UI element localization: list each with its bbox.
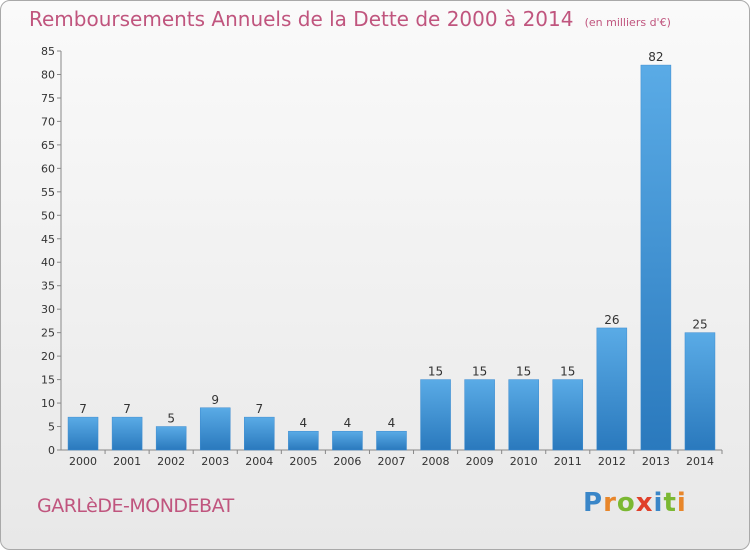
bar xyxy=(199,407,231,451)
logo-letter: i xyxy=(653,488,664,518)
bar-value-label: 4 xyxy=(344,416,352,430)
y-tick-label: 45 xyxy=(41,233,55,246)
y-tick-label: 10 xyxy=(41,397,55,410)
bar-value-label: 9 xyxy=(211,393,219,407)
bar xyxy=(596,327,628,451)
y-tick-label: 20 xyxy=(41,350,55,363)
y-tick-label: 50 xyxy=(41,209,55,222)
x-tick-label: 2004 xyxy=(245,455,273,468)
bar-value-label: 15 xyxy=(516,365,531,379)
x-tick-label: 2009 xyxy=(466,455,494,468)
x-tick-label: 2012 xyxy=(598,455,626,468)
y-tick-label: 35 xyxy=(41,280,55,293)
title-row: Remboursements Annuels de la Dette de 20… xyxy=(29,7,671,31)
x-tick-label: 2008 xyxy=(422,455,450,468)
y-tick-label: 30 xyxy=(41,303,55,316)
bar-value-label: 15 xyxy=(472,365,487,379)
logo-letter: i xyxy=(676,488,687,518)
x-tick-label: 2006 xyxy=(333,455,361,468)
bar-value-label: 26 xyxy=(604,313,619,327)
bar xyxy=(464,379,495,451)
y-tick-label: 5 xyxy=(48,421,55,434)
y-tick-label: 80 xyxy=(41,68,55,81)
value-labels: 7 7 5 9 7 4 4 4 15 15 15 15 26 82 25 xyxy=(79,50,707,430)
bar-value-label: 4 xyxy=(388,416,396,430)
logo-letter: x xyxy=(635,488,654,518)
bar-value-label: 15 xyxy=(560,365,575,379)
bar xyxy=(67,416,99,451)
logo-letter: r xyxy=(603,488,617,518)
y-tick-label: 60 xyxy=(41,162,55,175)
bar xyxy=(640,64,672,451)
bar-value-label: 25 xyxy=(692,318,707,332)
bar-value-label: 7 xyxy=(79,402,87,416)
chart-title: Remboursements Annuels de la Dette de 20… xyxy=(29,7,574,31)
logo-letter: P xyxy=(583,488,604,518)
y-tick-label: 25 xyxy=(41,327,55,340)
commune-name: GARLèDE-MONDEBAT xyxy=(37,495,234,517)
bar xyxy=(111,416,143,451)
x-tick-label: 2011 xyxy=(554,455,582,468)
bar xyxy=(684,332,716,451)
y-tick-label: 85 xyxy=(41,45,55,58)
bar xyxy=(288,430,319,451)
bar xyxy=(244,416,275,451)
bar xyxy=(552,379,584,451)
y-tick-label: 55 xyxy=(41,186,55,199)
x-tick-label: 2005 xyxy=(289,455,317,468)
bar-value-label: 15 xyxy=(428,365,443,379)
y-tick-label: 75 xyxy=(41,92,55,105)
y-tick-label: 40 xyxy=(41,256,55,269)
y-tick-label: 65 xyxy=(41,139,55,152)
proxiti-logo: Proxiti xyxy=(583,488,687,518)
x-tick-label: 2003 xyxy=(201,455,229,468)
x-tick-label: 2000 xyxy=(69,455,97,468)
bar-value-label: 7 xyxy=(123,402,131,416)
bar xyxy=(508,379,539,451)
bar xyxy=(376,430,407,451)
logo-letter: t xyxy=(663,488,677,518)
bar-value-label: 4 xyxy=(300,416,308,430)
x-tick-label: 2001 xyxy=(113,455,141,468)
bar-value-label: 5 xyxy=(167,412,175,426)
x-tick-label: 2014 xyxy=(686,455,714,468)
y-tick-label: 15 xyxy=(41,374,55,387)
x-tick-label: 2002 xyxy=(157,455,185,468)
y-tick-label: 0 xyxy=(48,444,55,457)
chart-subtitle: (en milliers d'€) xyxy=(584,16,671,29)
y-axis: 0 5 10 15 20 25 30 35 40 45 50 55 60 65 70 75 80 85 xyxy=(41,45,62,457)
bar xyxy=(155,426,187,451)
x-tick-label: 2010 xyxy=(510,455,538,468)
bar xyxy=(332,430,363,451)
bars xyxy=(67,64,716,451)
bar-value-label: 7 xyxy=(255,402,263,416)
logo-letter: o xyxy=(616,488,636,518)
bar-value-label: 82 xyxy=(648,50,663,64)
bar xyxy=(420,379,451,451)
x-tick-label: 2013 xyxy=(642,455,670,468)
x-tick-label: 2007 xyxy=(378,455,406,468)
x-axis: 2000 2001 2002 2003 2004 2005 2006 2007 2008 2009… xyxy=(61,449,723,468)
y-tick-label: 70 xyxy=(41,115,55,128)
